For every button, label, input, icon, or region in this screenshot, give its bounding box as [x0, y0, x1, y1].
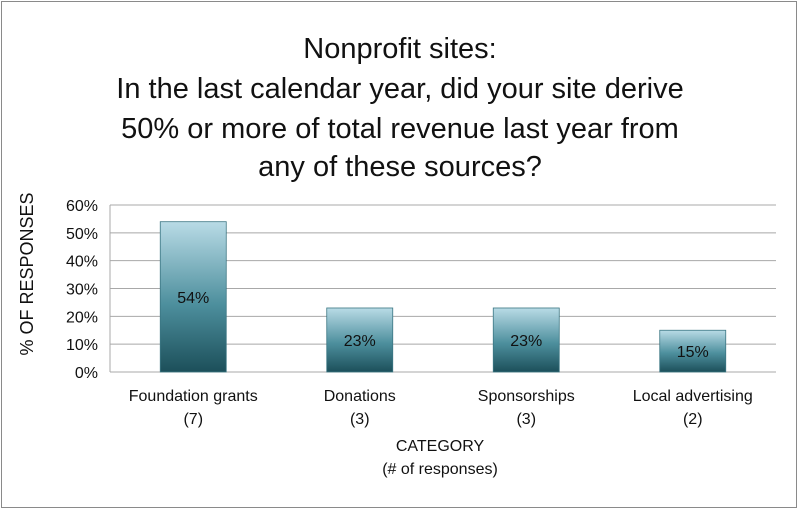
x-axis-label-line-1: CATEGORY — [396, 438, 485, 455]
chart-title: Nonprofit sites: In the last calendar ye… — [116, 33, 683, 183]
x-tick-label: Foundation grants — [129, 388, 258, 405]
data-label: 15% — [677, 344, 709, 361]
title-line-2: In the last calendar year, did your site… — [116, 73, 683, 105]
x-tick-count: (3) — [350, 411, 370, 428]
x-tick-label: Sponsorships — [478, 388, 575, 405]
data-label: 23% — [510, 333, 542, 350]
y-tick-label: 0% — [75, 365, 98, 382]
y-tick-label: 40% — [66, 254, 98, 271]
y-tick-label: 30% — [66, 282, 98, 299]
bar — [492, 307, 560, 373]
bars — [159, 221, 727, 373]
title-line-3: 50% or more of total revenue last year f… — [121, 113, 679, 145]
x-tick-labels: Foundation grants (7) Donations (3) Sponsors… — [129, 388, 753, 428]
x-axis-label: CATEGORY (# of responses) — [382, 438, 498, 478]
y-tick-label: 10% — [66, 337, 98, 354]
x-tick-count: (2) — [683, 411, 703, 428]
y-tick-label: 50% — [66, 226, 98, 243]
y-tick-label: 60% — [66, 198, 98, 215]
data-label: 23% — [344, 333, 376, 350]
y-tick-labels: 0% 10% 20% 30% 40% 50% 60% — [66, 198, 98, 382]
y-tick-label: 20% — [66, 309, 98, 326]
title-line-1: Nonprofit sites: — [303, 33, 496, 65]
x-tick-label: Donations — [324, 388, 396, 405]
x-axis-label-line-2: (# of responses) — [382, 461, 498, 478]
data-labels: 54% 23% 23% 15% — [177, 290, 709, 361]
y-axis-label: % OF RESPONSES — [17, 192, 37, 355]
bar — [159, 221, 227, 373]
title-line-4: any of these sources? — [258, 151, 542, 183]
x-tick-count: (3) — [516, 411, 536, 428]
x-tick-label: Local advertising — [633, 388, 753, 405]
x-tick-count: (7) — [183, 411, 203, 428]
bar — [659, 329, 727, 373]
bar — [326, 307, 394, 373]
data-label: 54% — [177, 290, 209, 307]
